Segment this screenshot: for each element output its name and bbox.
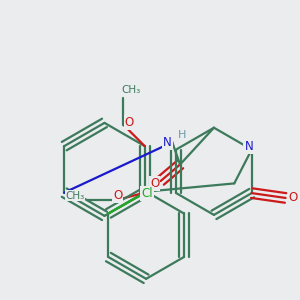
Text: O: O	[150, 177, 160, 190]
Text: O: O	[124, 116, 134, 129]
Text: N: N	[244, 140, 253, 153]
Text: O: O	[113, 189, 122, 202]
Text: O: O	[289, 191, 298, 204]
Text: Cl: Cl	[141, 187, 153, 200]
Text: N: N	[163, 136, 172, 149]
Text: CH₃: CH₃	[65, 190, 85, 200]
Text: H: H	[178, 130, 186, 140]
Text: CH₃: CH₃	[122, 85, 141, 95]
